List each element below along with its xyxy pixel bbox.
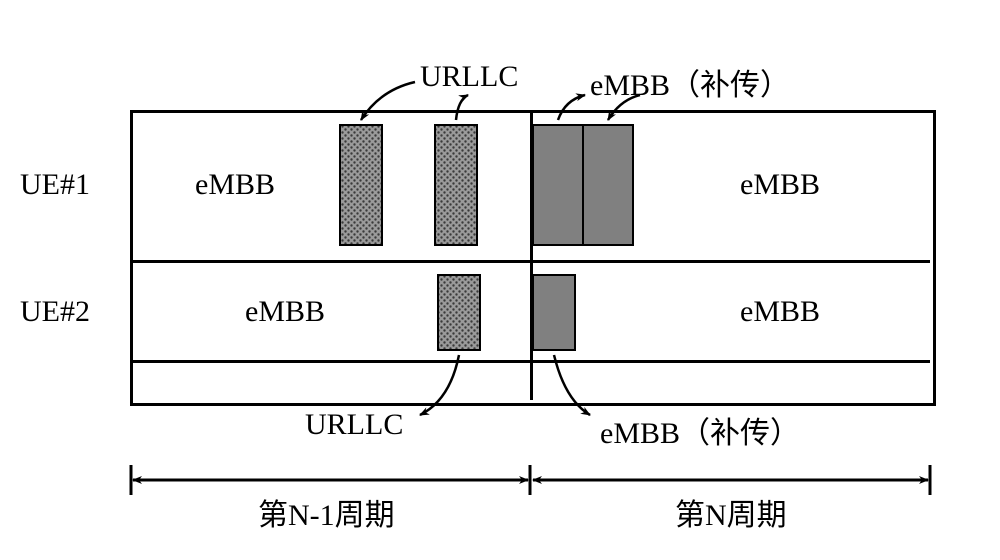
ue1-right-cell: eMBB <box>740 168 820 202</box>
diagram-root: UE#1 UE#2 URLLC eMBB（补传） eMBB eMBB eMBB … <box>20 20 980 540</box>
ue2-right-cell: eMBB <box>740 295 820 329</box>
top-urllc-label: URLLC <box>420 60 518 94</box>
ue1-label: UE#1 <box>20 168 90 202</box>
bottom-embb-retrans-label: eMBB（补传） <box>600 408 800 452</box>
vline-col-split <box>530 110 533 400</box>
period-right-label: 第N周期 <box>675 490 787 534</box>
top-embb-retrans-label: eMBB（补传） <box>590 60 790 104</box>
bottom-urllc-label: URLLC <box>305 408 403 442</box>
ue1-left-cell: eMBB <box>195 168 275 202</box>
period-left-label: 第N-1周期 <box>258 490 395 534</box>
ue2-left-cell: eMBB <box>245 295 325 329</box>
ue2-label: UE#2 <box>20 295 90 329</box>
